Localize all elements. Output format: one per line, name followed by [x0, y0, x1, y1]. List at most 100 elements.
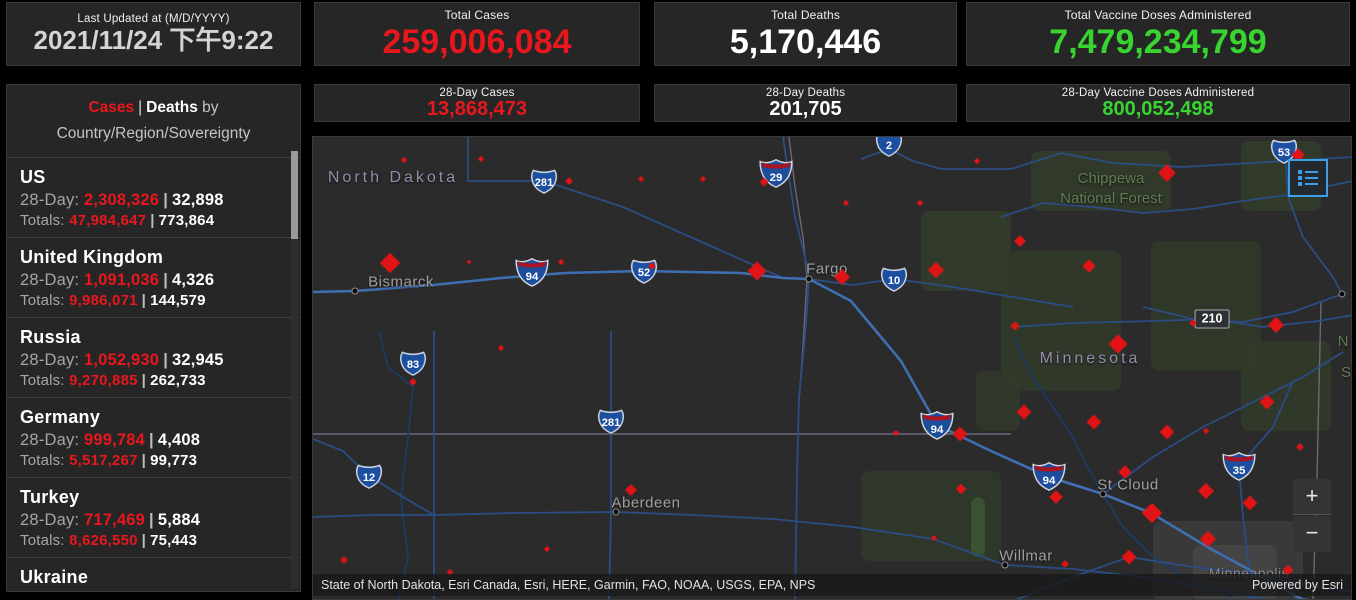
total-vaccine-value: 7,479,234,799 — [1049, 22, 1267, 61]
svg-text:2: 2 — [886, 140, 892, 152]
road-line — [608, 331, 612, 599]
terrain-patch — [861, 471, 1001, 561]
country-row-us[interactable]: US 28-Day: 2,308,326 | 32,898 Totals: 47,9… — [7, 156, 300, 237]
city-dot — [351, 287, 359, 295]
interstate-shield-35: 35 — [1221, 451, 1257, 481]
country-row-ukraine[interactable]: Ukraine — [7, 556, 300, 591]
svg-text:94: 94 — [526, 271, 539, 283]
river-line — [378, 330, 415, 599]
deaths-28d-panel: 28-Day Deaths 201,705 — [654, 84, 957, 122]
road-line — [467, 137, 784, 279]
interstate-shield-94: 94 — [919, 410, 955, 440]
svg-text:94: 94 — [1043, 475, 1056, 487]
total-deaths: 773,864 — [158, 211, 215, 229]
total-cases: 47,984,647 — [69, 211, 147, 229]
zoom-out-button[interactable]: − — [1293, 516, 1331, 552]
total-deaths-panel: Total Deaths 5,170,446 — [654, 2, 957, 66]
svg-text:83: 83 — [407, 359, 419, 371]
attribution-sources: State of North Dakota, Esri Canada, Esri… — [321, 578, 816, 592]
svg-text:35: 35 — [1233, 465, 1246, 477]
day28-deaths: 32,898 — [172, 190, 224, 209]
interstate-shield-94: 94 — [1031, 461, 1067, 491]
city-dot — [1099, 490, 1107, 498]
total-cases-value: 259,006,084 — [382, 22, 572, 61]
country-list-panel: Cases | Deaths by Country/Region/Sovereign… — [6, 84, 301, 592]
total-deaths-label: Total Deaths — [770, 7, 841, 22]
sidebar-scrollbar-thumb[interactable] — [291, 151, 298, 239]
us-route-shield-281: 281 — [529, 168, 559, 195]
road-line — [808, 278, 1074, 308]
country-name: Ukraine — [20, 566, 89, 587]
sidebar-scrollbar[interactable] — [291, 151, 298, 589]
covid-map[interactable]: North Dakota Minnesota Chippewa National F… — [312, 136, 1352, 600]
us-route-shield-281: 281 — [596, 408, 626, 435]
road-line — [1285, 160, 1343, 295]
road-line — [782, 137, 810, 599]
svg-text:281: 281 — [535, 177, 553, 189]
road-line — [1142, 293, 1343, 323]
legend-list-icon — [1298, 170, 1318, 186]
country-name: Russia — [20, 326, 81, 347]
svg-text:281: 281 — [602, 417, 620, 429]
terrain-patch — [921, 211, 1011, 291]
deaths-28d-value: 201,705 — [769, 97, 842, 120]
total-vaccine-panel: Total Vaccine Doses Administered 7,479,2… — [966, 2, 1350, 66]
zoom-in-button[interactable]: + — [1293, 479, 1331, 515]
river-line — [1012, 336, 1234, 598]
us-route-shield-52: 52 — [629, 258, 659, 285]
title-line2: Country/Region/Sovereignty — [56, 125, 251, 143]
vaccine-28d-label: 28-Day Vaccine Doses Administered — [1061, 86, 1255, 99]
terrain-patch — [976, 371, 1020, 431]
interstate-shield-29: 29 — [758, 158, 794, 188]
svg-text:53: 53 — [1278, 147, 1290, 159]
country-row-turkey[interactable]: Turkey 28-Day: 717,469 | 5,884 Totals: 8,6… — [7, 476, 300, 557]
country-row-germany[interactable]: Germany 28-Day: 999,784 | 4,408 Totals: 5,… — [7, 396, 300, 477]
us-route-shield-53: 53 — [1269, 138, 1299, 165]
map-basemap — [313, 137, 1351, 599]
vaccine-28d-panel: 28-Day Vaccine Doses Administered 800,05… — [966, 84, 1350, 122]
vaccine-28d-value: 800,052,498 — [1102, 97, 1214, 120]
country-name: United Kingdom — [20, 246, 164, 267]
terrain-patch — [1001, 251, 1121, 391]
country-list-title: Cases | Deaths by Country/Region/Sovereign… — [56, 99, 251, 143]
title-deaths: Deaths — [146, 99, 198, 116]
svg-text:12: 12 — [363, 472, 375, 484]
legend-button[interactable] — [1288, 159, 1328, 197]
cases-28d-label: 28-Day Cases — [439, 86, 515, 99]
us-route-shield-10: 10 — [879, 266, 909, 293]
us-route-shield-83: 83 — [398, 350, 428, 377]
svg-text:29: 29 — [770, 172, 783, 184]
country-name: Germany — [20, 406, 101, 427]
country-name: US — [20, 166, 46, 187]
us-route-shield-2: 2 — [874, 137, 904, 158]
last-updated-label: Last Updated at (M/D/YYYY) — [77, 13, 230, 26]
total-deaths-value: 5,170,446 — [729, 22, 882, 61]
total-vaccine-label: Total Vaccine Doses Administered — [1064, 7, 1252, 22]
road-line — [1102, 351, 1344, 495]
cases-28d-value: 13,868,473 — [426, 97, 528, 120]
total-cases-label: Total Cases — [444, 7, 510, 22]
day28-cases: 2,308,326 — [83, 190, 160, 209]
us-route-shield-12: 12 — [354, 463, 384, 490]
terrain-patch — [1031, 151, 1171, 211]
svg-text:94: 94 — [931, 424, 944, 436]
svg-text:10: 10 — [888, 275, 900, 287]
city-dot — [1001, 561, 1009, 569]
city-dot — [612, 508, 620, 516]
total-cases-panel: Total Cases 259,006,084 — [314, 2, 640, 66]
terrain-patch — [971, 497, 985, 557]
city-dot — [805, 275, 813, 283]
city-dot — [1338, 290, 1346, 298]
svg-text:52: 52 — [638, 267, 650, 279]
title-cases: Cases — [88, 99, 135, 116]
country-row-uk[interactable]: United Kingdom 28-Day: 1,091,036 | 4,326 T… — [7, 236, 300, 317]
country-row-russia[interactable]: Russia 28-Day: 1,052,930 | 32,945 Totals: … — [7, 316, 300, 397]
map-attribution: State of North Dakota, Esri Canada, Esri… — [313, 574, 1351, 596]
cases-28d-panel: 28-Day Cases 13,868,473 — [314, 84, 640, 122]
country-name: Turkey — [20, 486, 80, 507]
state-route-shield-210: 210 — [1194, 309, 1230, 329]
interstate-shield-94: 94 — [514, 257, 550, 287]
deaths-28d-label: 28-Day Deaths — [765, 86, 846, 99]
last-updated-panel: Last Updated at (M/D/YYYY) 2021/11/24 下午… — [6, 2, 301, 66]
terrain-patch — [1151, 241, 1261, 371]
